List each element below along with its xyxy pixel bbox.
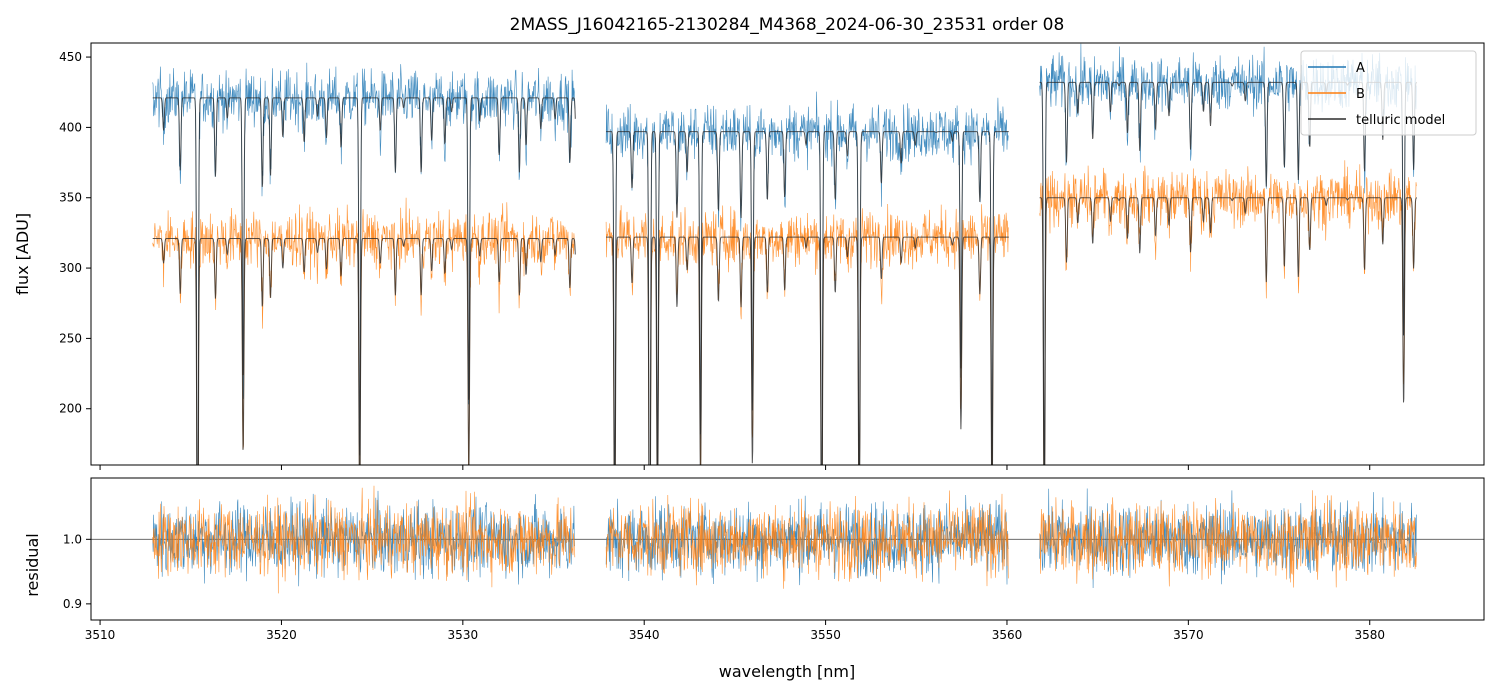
residual-panel: 3510 3520 3530 3540 3550 3560 3570 3580 0.9 1.0 bbox=[63, 478, 1484, 642]
flux-panel: 200 250 300 350 400 450 A B telluric model bbox=[59, 43, 1484, 649]
legend-label-telluric: telluric model bbox=[1356, 113, 1445, 128]
residual-x-tick-label: 3560 bbox=[992, 628, 1023, 642]
top-y-axis-label: flux [ADU] bbox=[13, 213, 32, 295]
telluric-model-b-segment-2 bbox=[606, 237, 1009, 649]
flux-y-tick-label: 350 bbox=[59, 191, 82, 205]
series-b-segment-3 bbox=[1040, 160, 1417, 522]
flux-y-tick-label: 450 bbox=[59, 50, 82, 64]
flux-panel-ticks: 200 250 300 350 400 450 bbox=[59, 50, 1370, 470]
residual-x-tick-label: 3550 bbox=[810, 628, 841, 642]
residual-x-tick-label: 3530 bbox=[448, 628, 479, 642]
residual-x-tick-label: 3580 bbox=[1354, 628, 1385, 642]
legend-label-b: B bbox=[1356, 87, 1365, 102]
residual-x-tick-label: 3540 bbox=[629, 628, 660, 642]
flux-y-tick-label: 400 bbox=[59, 120, 82, 134]
residual-x-tick-label: 3520 bbox=[266, 628, 297, 642]
series-b-segment-2 bbox=[606, 204, 1008, 646]
flux-y-tick-label: 200 bbox=[59, 402, 82, 416]
residual-x-tick-label: 3570 bbox=[1173, 628, 1204, 642]
bottom-y-axis-label: residual bbox=[23, 533, 42, 596]
telluric-model-a-segment-3 bbox=[1040, 82, 1417, 504]
flux-y-tick-label: 250 bbox=[59, 331, 82, 345]
residual-x-tick-label: 3510 bbox=[85, 628, 116, 642]
residual-y-tick-label: 1.0 bbox=[63, 532, 82, 546]
legend: A B telluric model bbox=[1301, 51, 1476, 135]
chart-title: 2MASS_J16042165-2130284_M4368_2024-06-30… bbox=[510, 15, 1065, 35]
flux-y-tick-label: 300 bbox=[59, 261, 82, 275]
residual-y-tick-label: 0.9 bbox=[63, 597, 82, 611]
x-axis-label: wavelength [nm] bbox=[719, 662, 856, 681]
legend-label-a: A bbox=[1356, 61, 1365, 76]
residual-panel-series bbox=[91, 486, 1484, 594]
telluric-model-b-segment-3 bbox=[1040, 198, 1417, 540]
